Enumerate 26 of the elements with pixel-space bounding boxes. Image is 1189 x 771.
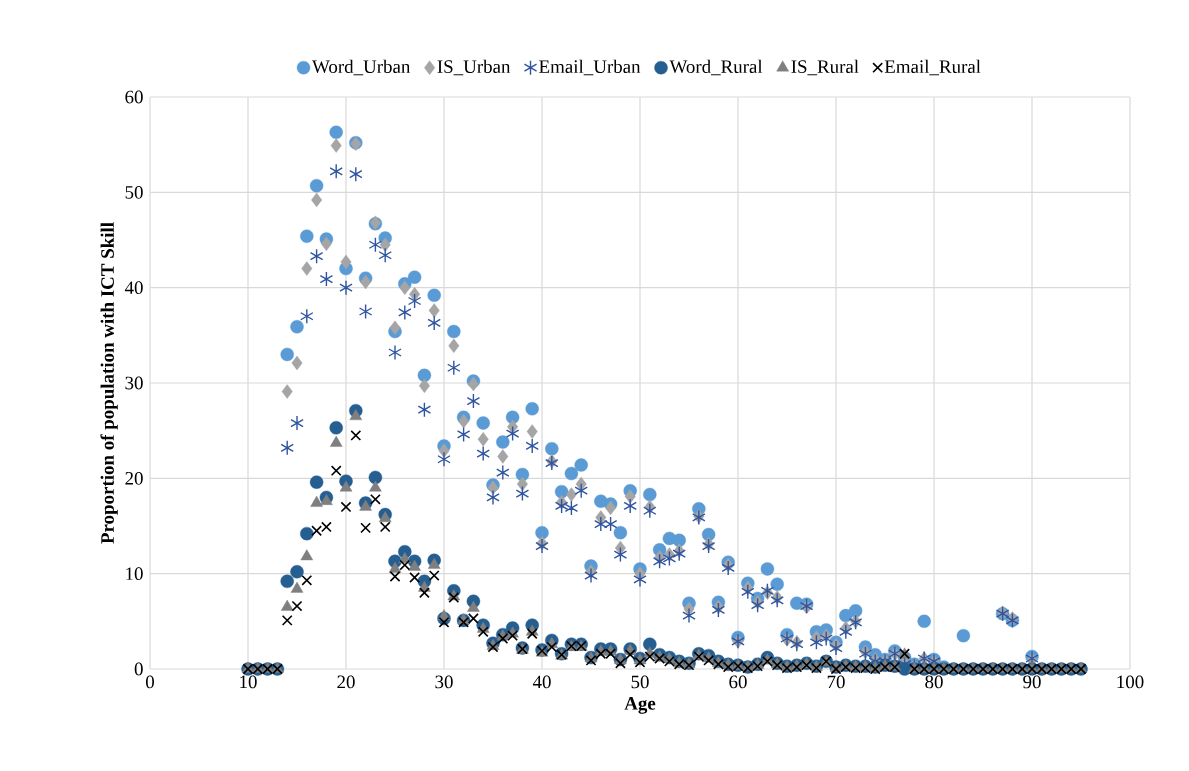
x-tick-label: 100 (1117, 675, 1144, 689)
y-tick-label: 0 (134, 662, 143, 676)
legend-label: Word_Rural (669, 59, 763, 76)
x-tick-label: 40 (532, 675, 551, 689)
legend-label: IS_Urban (437, 59, 511, 76)
legend-label: Word_Urban (312, 59, 411, 76)
y-tick-label: 60 (125, 90, 143, 104)
y-axis-title: Proportion of population with ICT Skill (100, 222, 118, 544)
x-tick-label: 0 (145, 675, 154, 689)
legend-label: Email_Rural (884, 59, 981, 76)
x-tick-label: 60 (729, 675, 747, 689)
x-tick-label: 50 (631, 675, 649, 689)
legend-label: IS_Rural (791, 59, 859, 76)
legend-label: Email_Urban (539, 59, 641, 76)
x-tick-label: 10 (240, 675, 257, 689)
x-tick-label: 20 (337, 675, 355, 689)
y-tick-label: 20 (125, 471, 143, 485)
y-tick-label: 30 (125, 376, 143, 390)
x-tick-label: 90 (1023, 675, 1041, 689)
y-tick-label: 50 (125, 185, 143, 199)
x-tick-label: 80 (925, 675, 943, 689)
x-tick-label: 70 (827, 675, 845, 689)
y-tick-label: 10 (126, 567, 143, 581)
y-tick-label: 40 (124, 281, 143, 295)
x-axis-title: Age (624, 697, 656, 714)
x-tick-label: 30 (435, 675, 453, 689)
